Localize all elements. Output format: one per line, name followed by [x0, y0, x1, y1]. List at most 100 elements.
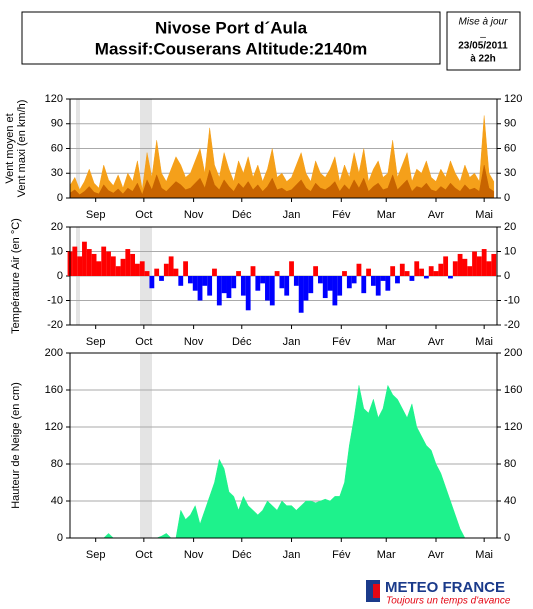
- bar: [231, 276, 237, 289]
- x-tick-label: Sep: [86, 549, 106, 561]
- bar: [385, 276, 391, 291]
- y2-tick-label: 0: [504, 192, 510, 204]
- bar: [245, 276, 251, 311]
- y-tick-label: -10: [47, 294, 63, 306]
- update-label: Mise à jour: [459, 17, 509, 28]
- bar: [491, 253, 497, 276]
- bar: [293, 276, 299, 286]
- logo: METEO FRANCE Toujours un temps d'avance: [366, 579, 511, 607]
- x-tick-label: Déc: [232, 209, 252, 221]
- bar: [91, 253, 97, 276]
- bar: [399, 263, 405, 276]
- bar: [467, 266, 473, 276]
- bar: [135, 263, 140, 276]
- x-tick-label: Jan: [283, 209, 301, 221]
- bar: [207, 276, 213, 296]
- bar: [356, 263, 362, 276]
- y2-tick-label: 10: [504, 245, 516, 257]
- bar: [351, 276, 357, 284]
- bar: [332, 276, 338, 306]
- bar: [370, 276, 376, 286]
- bar: [101, 246, 107, 276]
- y-tick-label: 90: [51, 118, 63, 130]
- bar: [77, 256, 83, 276]
- y-tick-label: 0: [57, 192, 63, 204]
- bar: [168, 256, 174, 276]
- bar: [163, 263, 169, 276]
- bar: [313, 266, 319, 276]
- logo-tagline: Toujours un temps d'avance: [386, 596, 511, 607]
- x-tick-label: Oct: [135, 209, 152, 221]
- bar: [125, 249, 131, 276]
- y-tick-label: 20: [51, 221, 63, 233]
- x-tick-label: Sep: [86, 209, 106, 221]
- y2-tick-label: 80: [504, 458, 516, 470]
- bar: [284, 276, 290, 296]
- x-tick-label: Mai: [475, 209, 493, 221]
- series-area: [69, 115, 495, 199]
- bar: [327, 276, 333, 291]
- y-tick-label: 30: [51, 167, 63, 179]
- y-tick-label: 60: [51, 142, 63, 154]
- missing-band: [140, 353, 152, 538]
- x-tick-label: Jan: [283, 336, 301, 348]
- bar: [250, 266, 256, 276]
- plot-frame: [69, 352, 498, 539]
- y-axis-label: Hauteur de Neige (en cm): [10, 382, 22, 509]
- bar: [361, 276, 367, 294]
- logo-icon-red: [373, 584, 380, 598]
- x-tick-label: Fév: [332, 549, 351, 561]
- x-tick-label: Avr: [428, 209, 445, 221]
- bar: [144, 271, 150, 276]
- bar: [346, 276, 352, 289]
- bar: [448, 276, 453, 279]
- bar: [96, 261, 102, 276]
- x-tick-label: Déc: [232, 336, 252, 348]
- x-tick-label: Mar: [377, 336, 396, 348]
- bar: [433, 271, 439, 276]
- x-tick-label: Mai: [475, 336, 493, 348]
- plot-frame: [69, 98, 498, 199]
- x-tick-label: Mar: [377, 209, 396, 221]
- x-tick-label: Nov: [184, 209, 204, 221]
- bar: [366, 268, 371, 276]
- bar: [173, 268, 179, 276]
- bar: [274, 271, 280, 276]
- bar: [260, 276, 266, 284]
- title-box: [21, 11, 441, 65]
- y-tick-label: 120: [45, 93, 63, 105]
- y-axis-label: Température Air (en °C): [10, 218, 22, 334]
- x-tick-label: Fév: [332, 209, 351, 221]
- x-tick-label: Mar: [377, 549, 396, 561]
- bar: [414, 261, 420, 276]
- bar: [308, 276, 314, 294]
- subtitle: Massif:Couserans Altitude:2140m: [95, 39, 367, 58]
- bar: [303, 276, 309, 301]
- bar: [149, 276, 155, 289]
- x-tick-label: Oct: [135, 549, 152, 561]
- y2-tick-label: 120: [504, 93, 522, 105]
- bar: [279, 276, 285, 289]
- bar: [202, 276, 208, 286]
- bar: [409, 276, 415, 281]
- y2-tick-label: 160: [504, 384, 522, 396]
- y-tick-label: 10: [51, 245, 63, 257]
- y2-tick-label: 20: [504, 221, 516, 233]
- y-tick-label: 0: [57, 270, 63, 282]
- bar: [404, 271, 410, 276]
- bar: [481, 249, 487, 276]
- bar: [298, 276, 304, 313]
- y2-tick-label: 30: [504, 167, 516, 179]
- x-tick-label: Oct: [135, 336, 152, 348]
- bar: [236, 271, 241, 276]
- bar: [197, 276, 203, 301]
- y-axis-label: Vent moyen et: [4, 113, 16, 183]
- update-box: [446, 11, 521, 71]
- bar: [86, 249, 92, 276]
- bar: [380, 276, 386, 281]
- bar: [452, 261, 458, 276]
- bar: [82, 241, 87, 276]
- bar: [265, 276, 270, 301]
- y-tick-label: 80: [51, 458, 63, 470]
